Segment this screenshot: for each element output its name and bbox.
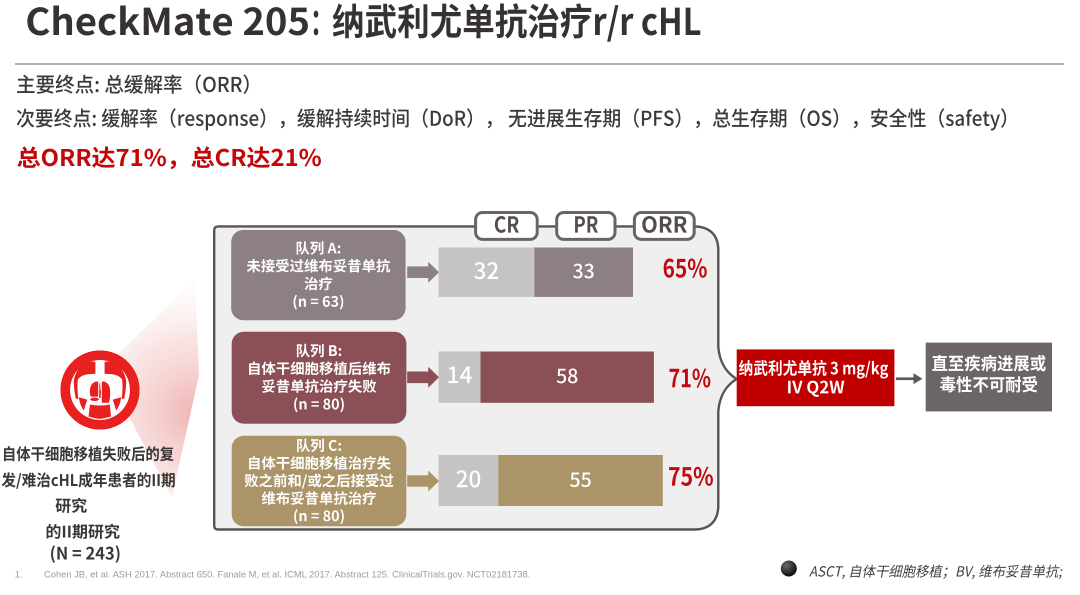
svg-text:1.Cohen JB, et al. ASH 2017. A: 1. Cohen JB, et al. ASH 2017. Abstract 65… [15,569,531,579]
